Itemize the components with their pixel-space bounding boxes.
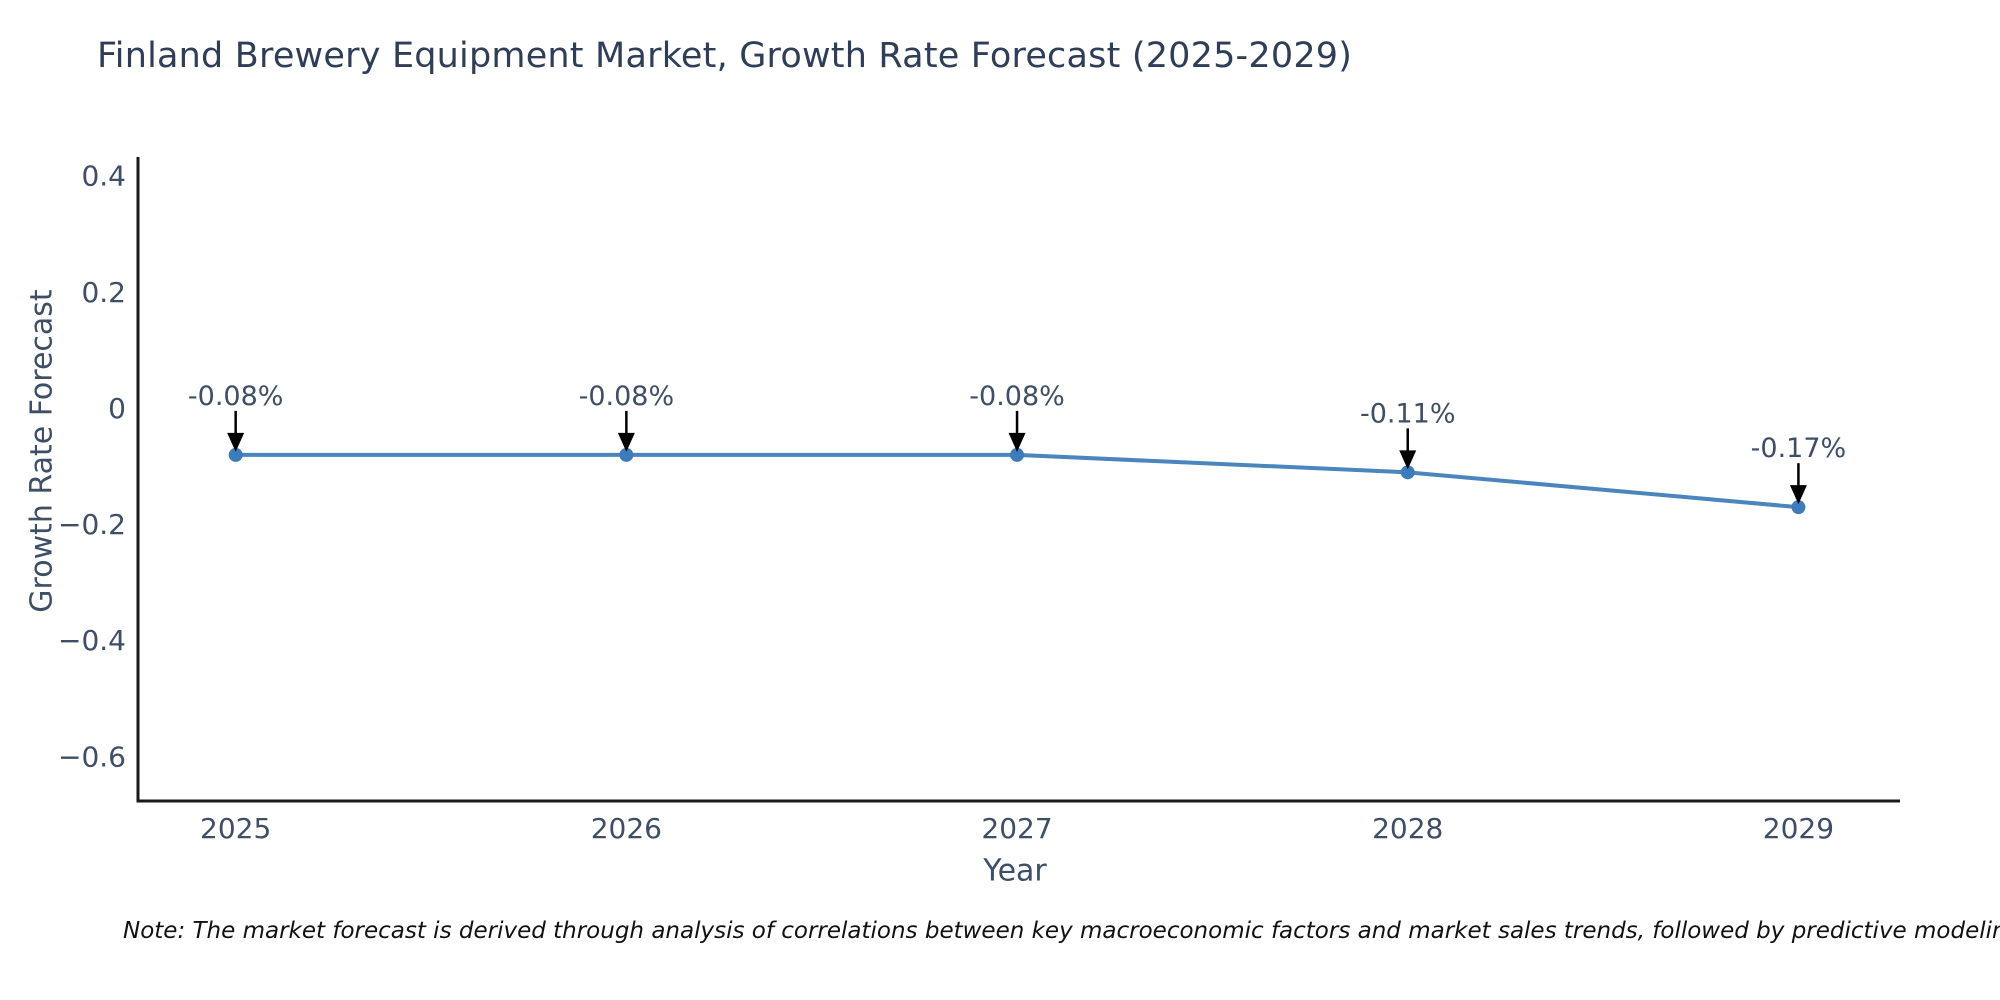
data-point-label: -0.17% — [1751, 433, 1847, 464]
x-axis-label: Year — [983, 853, 1047, 889]
y-tick-label: −0.6 — [58, 740, 126, 773]
y-tick-label: −0.2 — [58, 508, 126, 541]
annotation-arrow-head — [1008, 432, 1026, 452]
y-tick-label: 0.2 — [81, 276, 126, 309]
data-point-marker — [619, 447, 634, 462]
y-tick-label: 0.4 — [81, 160, 126, 193]
annotation-arrow-head — [617, 432, 635, 452]
data-point-label: -0.11% — [1360, 398, 1456, 429]
data-point-label: -0.08% — [969, 381, 1065, 412]
data-point-label: -0.08% — [579, 381, 675, 412]
y-tick-label: −0.4 — [58, 624, 126, 657]
x-tick-label: 2029 — [1763, 812, 1834, 845]
data-point-marker — [228, 447, 243, 462]
forecast-line — [233, 452, 1801, 510]
annotation-arrow-head — [1789, 485, 1807, 505]
annotation-arrow-head — [1399, 450, 1417, 470]
x-tick-label: 2028 — [1372, 812, 1443, 845]
data-point-marker — [1791, 500, 1806, 515]
data-point-marker — [1010, 447, 1025, 462]
x-tick-label: 2025 — [200, 812, 271, 845]
x-tick-label: 2027 — [981, 812, 1052, 845]
chart-title: Finland Brewery Equipment Market, Growth… — [97, 36, 1353, 76]
y-tick-label: 0 — [108, 392, 126, 425]
data-point-marker — [1400, 465, 1415, 480]
annotation-arrow-head — [227, 432, 245, 452]
x-tick-label: 2026 — [591, 812, 662, 845]
footnote: Note: The market forecast is derived thr… — [123, 918, 2000, 944]
data-point-label: -0.08% — [188, 381, 284, 412]
